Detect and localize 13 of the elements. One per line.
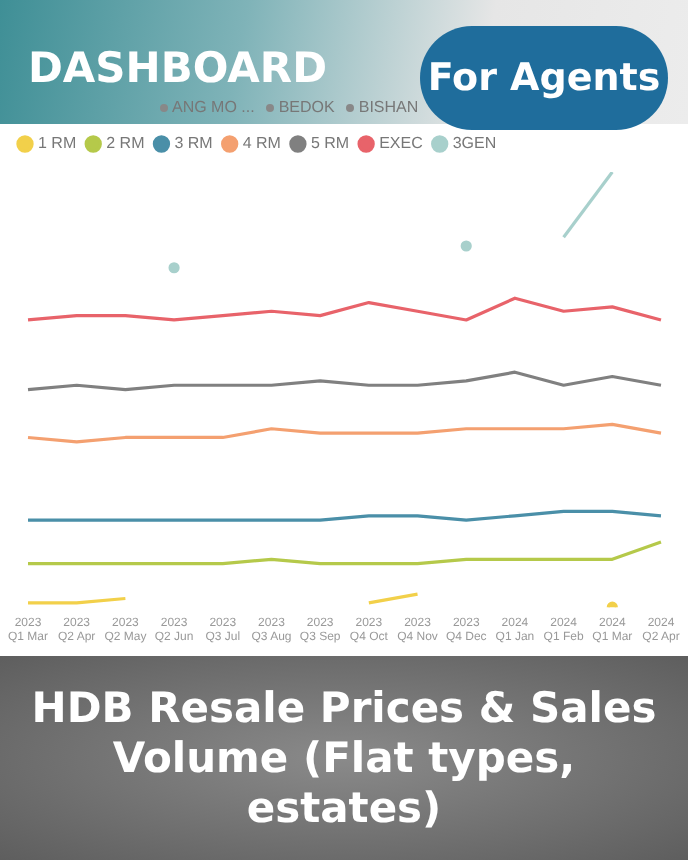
text: ANG MO ... (172, 98, 255, 116)
text: For Agents (420, 26, 668, 130)
text: BEDOK (278, 98, 335, 116)
legend-label: 3GEN (452, 134, 497, 153)
legend-label: 1 RM (38, 134, 77, 153)
legend-label: 2 RM (106, 134, 146, 153)
legend-label: 5 RM (310, 134, 350, 153)
text: HDB Resale Prices & Sales Volume (Flat types, estates) (29, 683, 659, 833)
text: DASHBOARD (28, 44, 328, 92)
legend-label: 3 RM (174, 134, 214, 153)
legend-label: 4 RM (242, 134, 282, 153)
legend-label: EXEC (379, 134, 424, 153)
text: BISHAN (358, 98, 419, 116)
